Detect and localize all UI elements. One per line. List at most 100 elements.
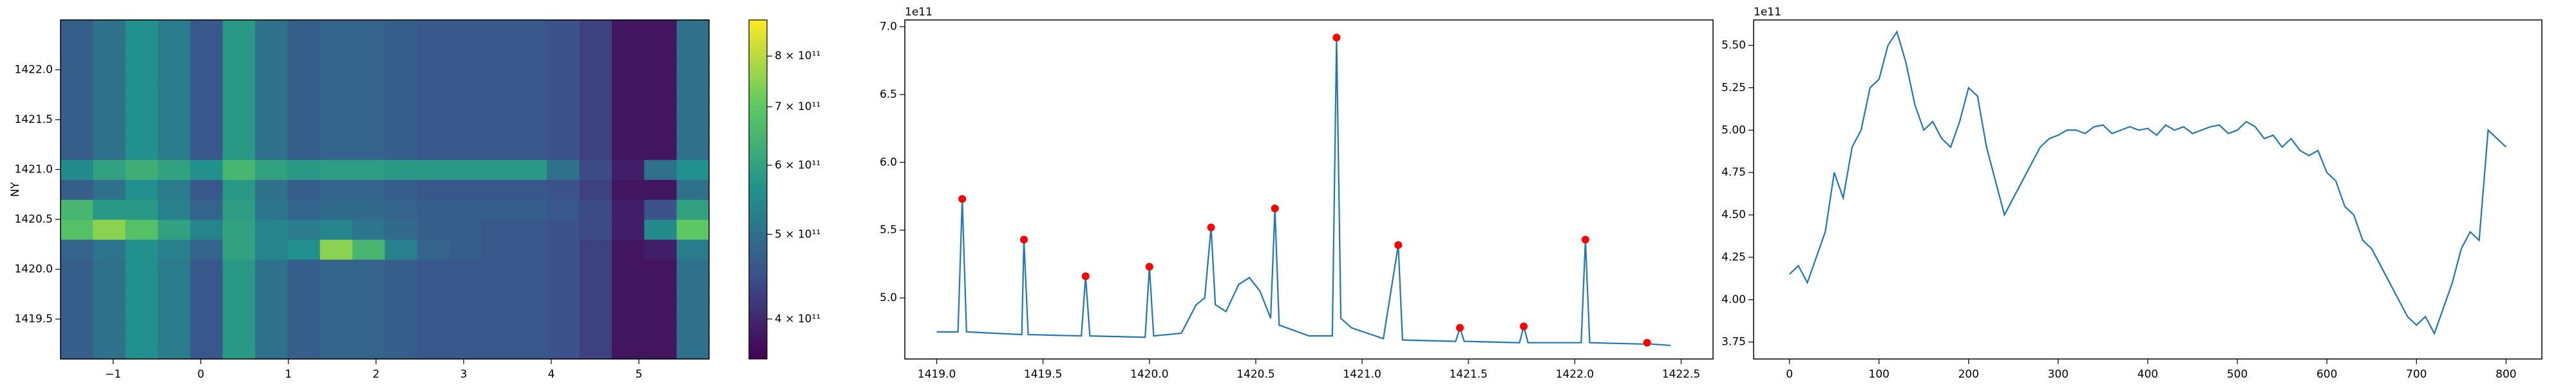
heatmap-cell	[125, 339, 158, 360]
heatmap-cell	[450, 160, 483, 180]
heatmap-cell	[514, 339, 547, 360]
heatmap-cell	[158, 179, 191, 200]
colorbar-segment	[749, 73, 767, 77]
heatmap-cell	[319, 60, 353, 80]
x-tick-label: 600	[2316, 368, 2337, 381]
heatmap-cell	[384, 60, 418, 80]
heatmap-cell	[384, 339, 418, 360]
colorbar-segment	[749, 183, 767, 187]
heatmap-cell	[579, 40, 612, 60]
heatmap-cell	[482, 60, 515, 80]
heatmap-cell	[417, 319, 450, 340]
heatmap-cell	[255, 60, 289, 80]
heatmap-cell	[255, 299, 289, 320]
heatmap-cell	[450, 339, 483, 360]
heatmap-cell	[190, 179, 223, 200]
heatmap-cell	[482, 179, 515, 200]
colorbar-tick-label: 8 × 10¹¹	[775, 50, 820, 62]
heatmap-cell	[319, 259, 353, 280]
heatmap-cell	[190, 279, 223, 300]
x-tick-label: 1422.0	[1556, 368, 1594, 381]
heatmap-cell	[611, 179, 645, 200]
colorbar-segment	[749, 271, 767, 275]
heatmap-cell	[352, 20, 386, 41]
heatmap-cell	[287, 40, 321, 60]
heatmap-cell	[482, 120, 515, 140]
heatmap-cell	[125, 179, 158, 200]
x-tick-label: 500	[2227, 368, 2248, 381]
heatmap-cell	[190, 60, 223, 80]
heatmap-cell	[417, 20, 450, 41]
y-axis-label: NY	[9, 181, 22, 197]
heatmap-cell	[482, 80, 515, 100]
heatmap-cell	[482, 100, 515, 120]
colorbar-segment	[749, 130, 767, 134]
heatmap-cell	[319, 179, 353, 200]
colorbar-segment	[749, 217, 767, 221]
heatmap-cell	[222, 120, 256, 140]
colorbar-segment	[749, 266, 767, 269]
colorbar-segment	[749, 172, 767, 176]
heatmap-cell	[158, 319, 191, 340]
heatmap-cell	[61, 319, 93, 340]
colorbar-segment	[749, 325, 767, 329]
x-tick-label: 4	[548, 368, 555, 381]
colorbar-segment	[749, 136, 767, 139]
heatmap-cell	[417, 279, 450, 300]
heatmap-cell	[93, 279, 126, 300]
colorbar-segment	[749, 311, 767, 315]
heatmap-cell	[158, 120, 191, 140]
heatmap-cell	[450, 80, 483, 100]
heatmap-cell	[93, 239, 126, 260]
colorbar-segment	[749, 228, 767, 232]
heatmap-cell	[579, 160, 612, 180]
heatmap-cell	[61, 120, 93, 140]
colorbar-segment	[749, 308, 767, 311]
heatmap-cell	[547, 339, 580, 360]
colorbar-segment	[749, 260, 767, 264]
heatmap-cell	[547, 179, 580, 200]
heatmap-cell	[190, 80, 223, 100]
heatmap-cell	[319, 140, 353, 160]
heatmap-cell	[547, 80, 580, 100]
heatmap-cell	[190, 239, 223, 260]
colorbar-segment	[749, 299, 767, 303]
heatmap-cell	[450, 179, 483, 200]
heatmap-cell	[352, 179, 386, 200]
heatmap-cell	[125, 199, 158, 220]
heatmap-cell	[61, 279, 93, 300]
colorbar-segment	[749, 107, 767, 111]
colorbar-segment	[749, 62, 767, 66]
colorbar-segment	[749, 25, 767, 29]
heatmap-cell	[611, 120, 645, 140]
heatmap-cell	[676, 199, 710, 220]
heatmap-cell	[319, 219, 353, 240]
heatmap-cell	[547, 160, 580, 180]
colorbar-segment	[749, 31, 767, 35]
colorbar-tick-label: 4 × 10¹¹	[775, 313, 820, 326]
x-tick-label: 0	[1786, 368, 1793, 381]
colorbar-segment	[749, 322, 767, 326]
heatmap-cell	[190, 120, 223, 140]
heatmap-cell	[93, 20, 126, 41]
colorbar-segment	[749, 76, 767, 80]
heatmap-cell	[417, 299, 450, 320]
colorbar-segment	[749, 313, 767, 317]
x-tick-label: −1	[105, 368, 121, 381]
heatmap-cell	[222, 60, 256, 80]
heatmap-cell	[676, 100, 710, 120]
heatmap-cell	[450, 120, 483, 140]
heatmap-cell	[644, 179, 677, 200]
heatmap-cell	[93, 120, 126, 140]
colorbar-segment	[749, 45, 767, 49]
colorbar-segment	[749, 220, 767, 224]
heatmap-cell	[417, 100, 450, 120]
heatmap-cell	[384, 160, 418, 180]
heatmap-cell	[352, 279, 386, 300]
heatmap-cell	[482, 319, 515, 340]
colorbar-segment	[749, 317, 767, 320]
heatmap-cell	[158, 40, 191, 60]
y-tick-label: 4.50	[1721, 208, 1746, 221]
colorbar-segment	[749, 90, 767, 94]
colorbar-segment	[749, 138, 767, 142]
